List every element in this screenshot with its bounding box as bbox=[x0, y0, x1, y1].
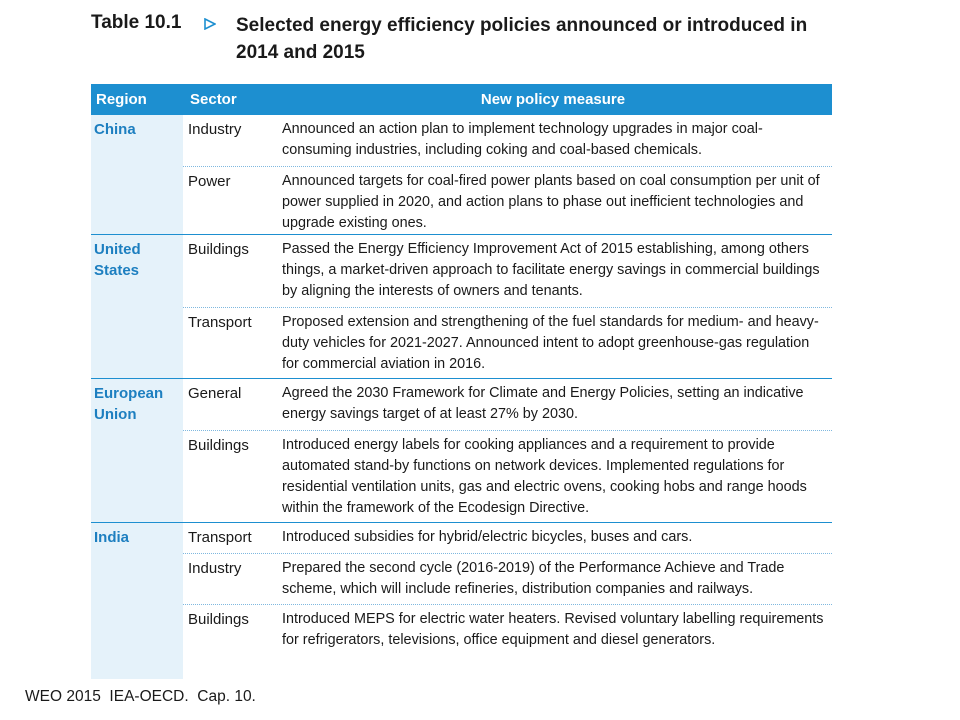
sector-cell: Buildings bbox=[188, 241, 249, 258]
sector-cell: Transport bbox=[188, 529, 252, 546]
region-name: China bbox=[94, 121, 136, 138]
table-row: Buildings Introduced MEPS for electric w… bbox=[183, 605, 832, 679]
source-caption: WEO 2015 IEA-OECD. Cap. 10. bbox=[25, 688, 256, 705]
region-name: India bbox=[94, 529, 130, 546]
measure-cell: Introduced energy labels for cooking app… bbox=[282, 437, 807, 516]
region-block-european-union: European Union General Agreed the 2030 F… bbox=[91, 379, 832, 523]
table-number: Table 10.1 bbox=[91, 12, 182, 33]
sector-cell: Transport bbox=[188, 314, 252, 331]
measure-cell: Introduced MEPS for electric water heate… bbox=[282, 611, 824, 648]
table-row: Industry Prepared the second cycle (2016… bbox=[183, 554, 832, 605]
sector-cell: General bbox=[188, 385, 242, 402]
table-row: Buildings Introduced energy labels for c… bbox=[183, 431, 832, 522]
header-region: Region bbox=[96, 91, 147, 108]
region-name: United States bbox=[94, 241, 141, 279]
measure-cell: Announced targets for coal-fired power p… bbox=[282, 173, 820, 231]
region-name: European Union bbox=[94, 385, 164, 423]
sector-cell: Buildings bbox=[188, 437, 249, 454]
table-header: Region Sector New policy measure bbox=[91, 84, 832, 115]
policy-table: Region Sector New policy measure China I… bbox=[91, 84, 832, 679]
table-title: Selected energy efficiency policies anno… bbox=[236, 15, 808, 63]
sector-cell: Power bbox=[188, 173, 231, 190]
sector-cell: Buildings bbox=[188, 611, 249, 628]
measure-cell: Proposed extension and strengthening of … bbox=[282, 314, 819, 372]
table-title-block: Table 10.1 Selected energy efficiency po… bbox=[91, 12, 851, 72]
table-row: Power Announced targets for coal-fired p… bbox=[183, 167, 832, 234]
measure-cell: Passed the Energy Efficiency Improvement… bbox=[282, 241, 820, 299]
measure-cell: Prepared the second cycle (2016-2019) of… bbox=[282, 560, 785, 597]
triangle-arrow-icon bbox=[204, 18, 216, 30]
measure-cell: Announced an action plan to implement te… bbox=[282, 121, 763, 158]
table-row: Transport Introduced subsidies for hybri… bbox=[183, 523, 832, 554]
region-block-china: China Industry Announced an action plan … bbox=[91, 115, 832, 235]
table-row: General Agreed the 2030 Framework for Cl… bbox=[183, 379, 832, 431]
measure-cell: Agreed the 2030 Framework for Climate an… bbox=[282, 385, 804, 422]
table-row: Buildings Passed the Energy Efficiency I… bbox=[183, 235, 832, 308]
region-block-india: India Transport Introduced subsidies for… bbox=[91, 523, 832, 679]
table-row: Industry Announced an action plan to imp… bbox=[183, 115, 832, 167]
sector-cell: Industry bbox=[188, 560, 242, 577]
sector-cell: Industry bbox=[188, 121, 242, 138]
table-row: Transport Proposed extension and strengt… bbox=[183, 308, 832, 378]
measure-cell: Introduced subsidies for hybrid/electric… bbox=[282, 529, 693, 545]
header-measure: New policy measure bbox=[480, 91, 626, 108]
header-sector: Sector bbox=[190, 91, 237, 108]
region-block-united-states: United States Buildings Passed the Energ… bbox=[91, 235, 832, 379]
